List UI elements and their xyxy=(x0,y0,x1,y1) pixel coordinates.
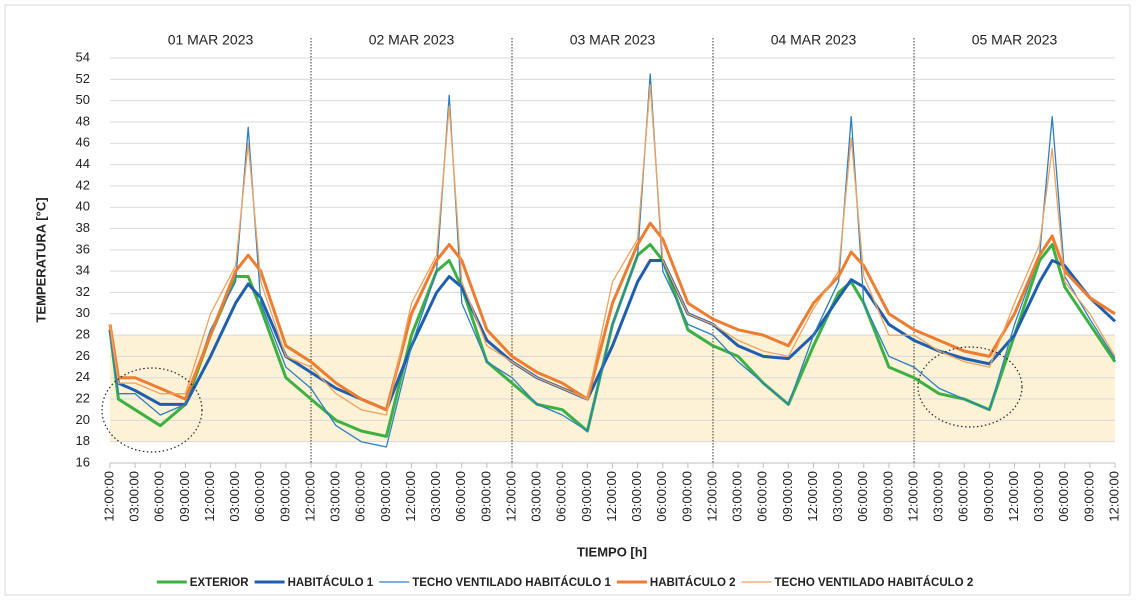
x-tick-label: 12:00:00 xyxy=(604,471,619,522)
x-tick-label: 03:00:00 xyxy=(428,471,443,522)
annotation-circle xyxy=(101,367,203,453)
x-tick-label: 12:00:00 xyxy=(202,471,217,522)
legend: EXTERIOR HABITÁCULO 1 TECHO VENTILADO HABI… xyxy=(156,576,974,589)
y-axis-title: TEMPERATURA [°C] xyxy=(33,197,48,322)
y-tick-label: 22 xyxy=(76,390,90,405)
day-label: 02 MAR 2023 xyxy=(369,32,455,48)
legend-label: TECHO VENTILADO HABITÁCULO 2 xyxy=(775,576,974,589)
x-tick-label: 03:00:00 xyxy=(529,471,544,522)
y-tick-label: 28 xyxy=(76,327,90,342)
x-tick-label: 03:00:00 xyxy=(931,471,946,522)
y-tick-label: 20 xyxy=(76,412,90,427)
x-tick-label: 03:00:00 xyxy=(227,471,242,522)
legend-label: EXTERIOR xyxy=(190,577,249,589)
x-tick-label: 09:00:00 xyxy=(579,471,594,522)
y-tick-label: 40 xyxy=(76,199,90,214)
x-tick-label: 09:00:00 xyxy=(981,471,996,522)
y-tick-label: 48 xyxy=(76,113,90,128)
y-tick-label: 30 xyxy=(76,305,90,320)
x-tick-label: 06:00:00 xyxy=(152,471,167,522)
x-tick-label: 09:00:00 xyxy=(1081,471,1096,522)
legend-label: HABITÁCULO 1 xyxy=(288,576,374,589)
y-tick-label: 24 xyxy=(76,369,90,384)
y-tick-label: 46 xyxy=(76,135,90,150)
x-tick-label: 12:00:00 xyxy=(503,471,518,522)
chart-border xyxy=(4,4,1131,596)
x-tick-label: 06:00:00 xyxy=(252,471,267,522)
x-tick-label: 12:00:00 xyxy=(403,471,418,522)
y-tick-label: 50 xyxy=(76,92,90,107)
y-tick-label: 52 xyxy=(76,71,90,86)
x-axis-title: TIEMPO [h] xyxy=(577,544,647,559)
x-tick-label: 12:00:00 xyxy=(101,471,116,522)
x-tick-label: 09:00:00 xyxy=(277,471,292,522)
x-tick-label: 06:00:00 xyxy=(956,471,971,522)
day-label: 05 MAR 2023 xyxy=(972,32,1058,48)
series-line xyxy=(108,259,1117,412)
plot-area: 16 18 20 22 24 26 28 30 32 34 36 38 40 42 44 46 48 50 52 54… xyxy=(76,32,1122,522)
y-tick-label: 32 xyxy=(76,284,90,299)
day-label: 03 MAR 2023 xyxy=(570,32,656,48)
y-tick-label: 18 xyxy=(76,433,90,448)
y-tick-label: 54 xyxy=(76,49,90,64)
x-tick-label: 09:00:00 xyxy=(177,471,192,522)
x-tick-label: 12:00:00 xyxy=(704,471,719,522)
x-tick-label: 09:00:00 xyxy=(780,471,795,522)
legend-label: HABITÁCULO 2 xyxy=(650,576,736,589)
y-tick-label: 34 xyxy=(76,263,90,278)
x-tick-label: 06:00:00 xyxy=(453,471,468,522)
x-tick-label: 09:00:00 xyxy=(478,471,493,522)
y-tick-label: 26 xyxy=(76,348,90,363)
y-tick-label: 38 xyxy=(76,220,90,235)
x-tick-label: 12:00:00 xyxy=(1006,471,1021,522)
x-tick-label: 03:00:00 xyxy=(730,471,745,522)
x-tick-label: 12:00:00 xyxy=(1106,471,1121,522)
x-tick-label: 06:00:00 xyxy=(654,471,669,522)
x-tick-label: 03:00:00 xyxy=(1031,471,1046,522)
x-tick-label: 06:00:00 xyxy=(855,471,870,522)
x-tick-label: 06:00:00 xyxy=(353,471,368,522)
y-tick-label: 42 xyxy=(76,177,90,192)
day-label: 04 MAR 2023 xyxy=(771,32,857,48)
x-tick-label: 12:00:00 xyxy=(805,471,820,522)
x-tick-label: 03:00:00 xyxy=(629,471,644,522)
series-line xyxy=(109,83,1116,416)
x-tick-label: 09:00:00 xyxy=(679,471,694,522)
x-tick-label: 03:00:00 xyxy=(127,471,142,522)
legend-label: TECHO VENTILADO HABITÁCULO 1 xyxy=(412,576,611,589)
annotation-circle xyxy=(917,346,1023,428)
x-tick-label: 03:00:00 xyxy=(830,471,845,522)
x-tick-label: 06:00:00 xyxy=(755,471,770,522)
series-line xyxy=(108,221,1116,412)
y-tick-label: 36 xyxy=(76,241,90,256)
y-tick-label: 16 xyxy=(76,454,90,469)
x-tick-label: 12:00:00 xyxy=(302,471,317,522)
series-line xyxy=(109,73,1116,448)
x-tick-label: 09:00:00 xyxy=(378,471,393,522)
x-tick-label: 12:00:00 xyxy=(905,471,920,522)
x-tick-label: 06:00:00 xyxy=(1056,471,1071,522)
day-label: 01 MAR 2023 xyxy=(168,32,254,48)
x-tick-label: 06:00:00 xyxy=(554,471,569,522)
x-tick-label: 03:00:00 xyxy=(328,471,343,522)
x-tick-label: 09:00:00 xyxy=(880,471,895,522)
y-tick-label: 44 xyxy=(76,156,90,171)
